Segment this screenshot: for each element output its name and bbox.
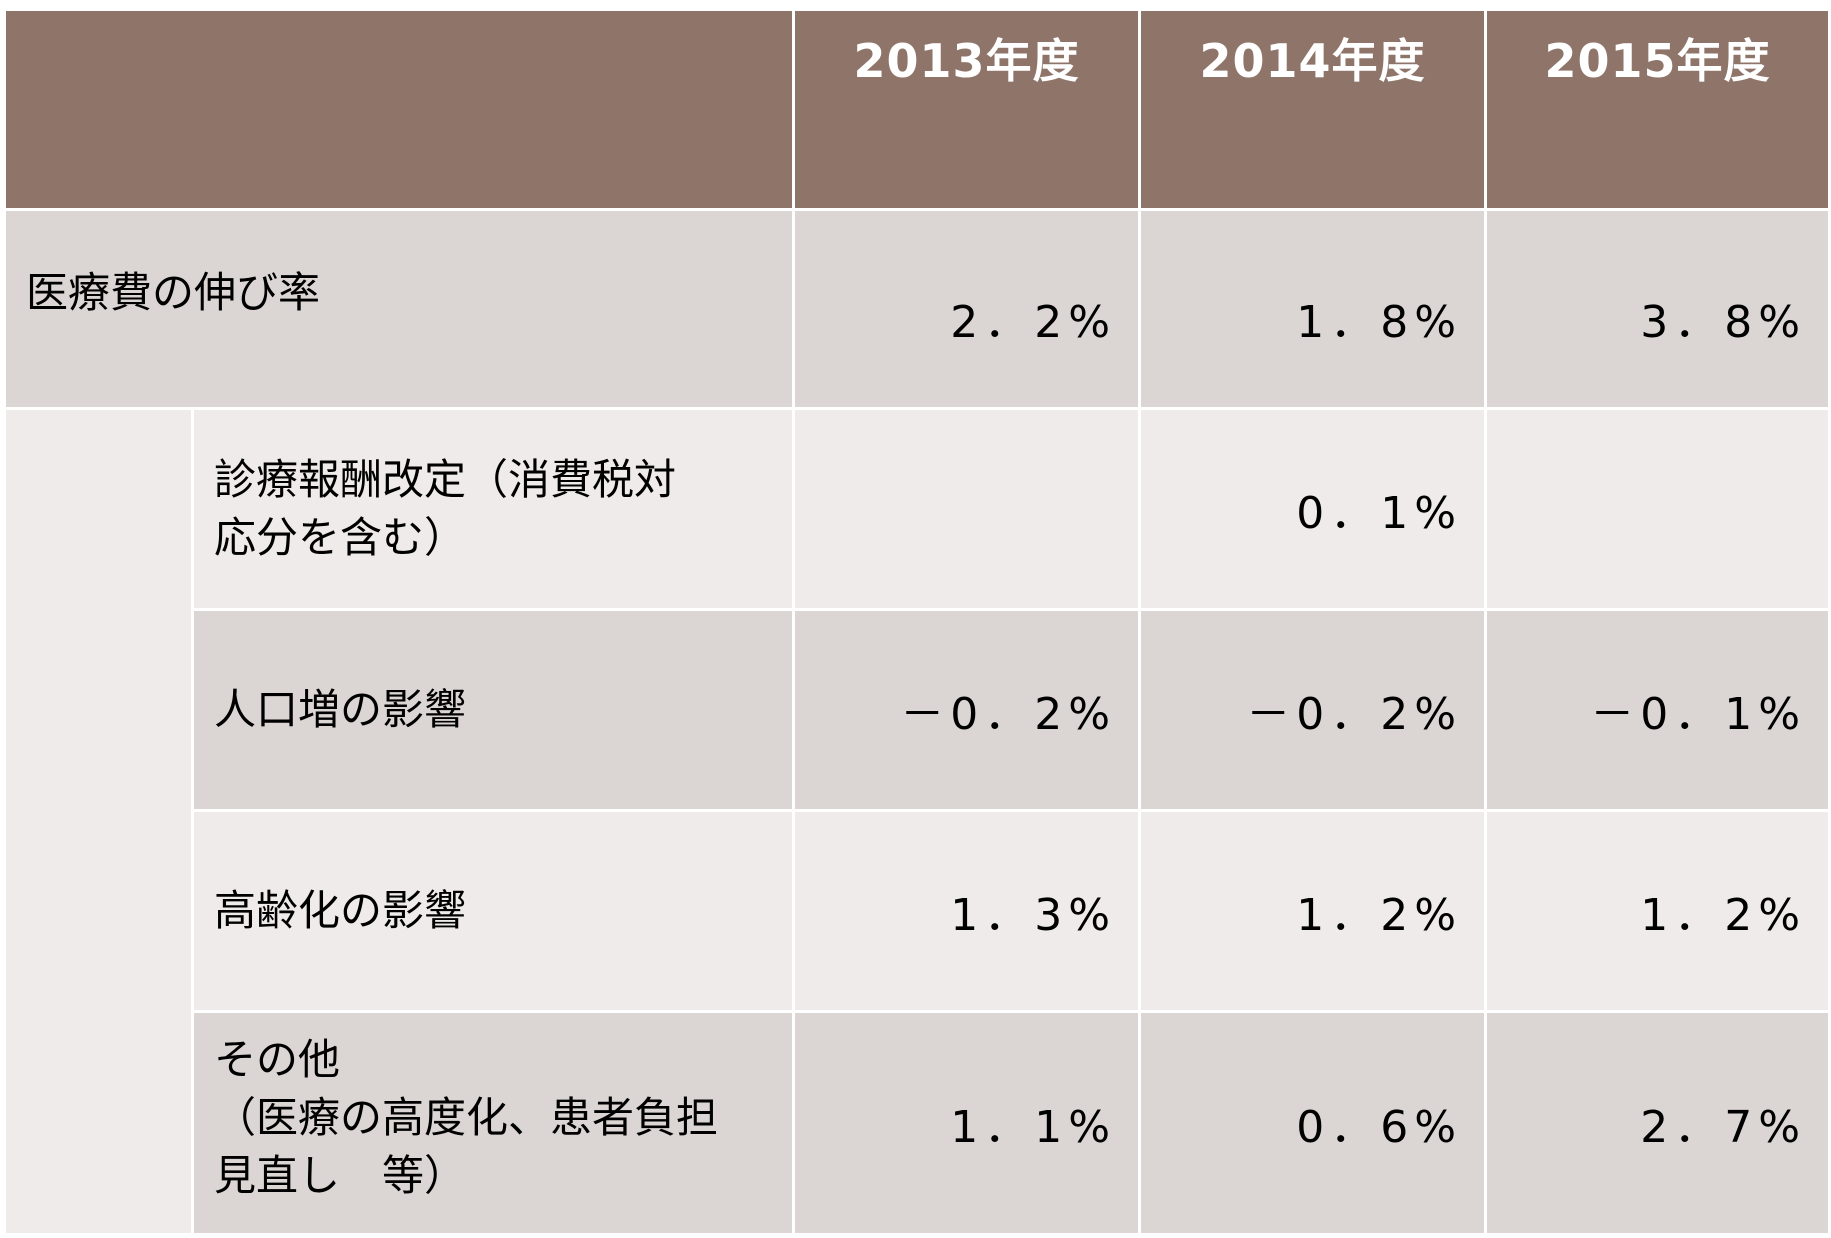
other-value-2013: 1．1% [792, 1010, 1141, 1236]
total-value-2013: 2．2% [792, 208, 1141, 410]
label-line: 診療報酬改定（消費税対 [214, 455, 677, 504]
row-label-population: 人口増の影響 [191, 608, 795, 812]
header-2014: 2014年度 [1138, 8, 1487, 211]
label-line: （医療の高度化、患者負担 [214, 1093, 719, 1142]
label-line: 応分を含む） [214, 513, 467, 562]
total-row: 医療費の伸び率 2．2% 1．8% 3．8% [3, 208, 1831, 410]
label-line: その他 [214, 1035, 341, 1084]
header-2013: 2013年度 [792, 8, 1141, 211]
total-value-2014: 1．8% [1138, 208, 1487, 410]
other-value-2015: 2．7% [1484, 1010, 1831, 1236]
population-value-2013: －0．2% [792, 608, 1141, 812]
label-line: 見直し 等） [214, 1151, 467, 1200]
total-value-2015: 3．8% [1484, 208, 1831, 410]
aging-value-2015: 1．2% [1484, 809, 1831, 1013]
breakdown-row-aging: 高齢化の影響 1．3% 1．2% 1．2% [5, 809, 1831, 1013]
label-line: 高齢化の影響 [214, 886, 467, 935]
breakdown-row-other: その他 （医療の高度化、患者負担 見直し 等） 1．1% 0．6% 2．7% [5, 1010, 1831, 1236]
row-label-aging: 高齢化の影響 [191, 809, 795, 1013]
breakdown-row-population: 人口増の影響 －0．2% －0．2% －0．1% [5, 608, 1831, 812]
header-row: 2013年度 2014年度 2015年度 [3, 8, 1831, 211]
population-value-2015: －0．1% [1484, 608, 1831, 812]
indent-spacer [3, 407, 194, 1236]
revision-value-2015 [1484, 407, 1831, 611]
total-label: 医療費の伸び率 [3, 208, 795, 410]
revision-value-2013 [792, 407, 1141, 611]
row-label-revision: 診療報酬改定（消費税対 応分を含む） [191, 407, 795, 611]
aging-value-2014: 1．2% [1138, 809, 1487, 1013]
other-value-2014: 0．6% [1138, 1010, 1487, 1236]
aging-value-2013: 1．3% [792, 809, 1141, 1013]
population-value-2014: －0．2% [1138, 608, 1487, 812]
revision-value-2014: 0．1% [1138, 407, 1487, 611]
label-line: 人口増の影響 [214, 685, 467, 734]
header-2015: 2015年度 [1484, 8, 1831, 211]
breakdown-row-revision: 診療報酬改定（消費税対 応分を含む） 0．1% [3, 407, 1831, 1236]
row-label-other: その他 （医療の高度化、患者負担 見直し 等） [191, 1010, 795, 1236]
medical-cost-growth-table: 2013年度 2014年度 2015年度 医療費の伸び率 2．2% 1．8% 3… [3, 8, 1831, 1236]
header-empty-cell [3, 8, 795, 211]
